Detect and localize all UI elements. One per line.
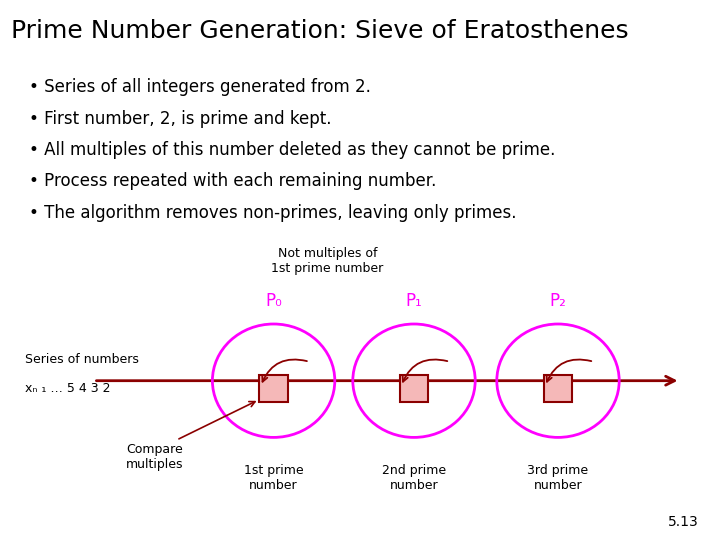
Text: P₁: P₁ bbox=[405, 293, 423, 310]
Text: • Series of all integers generated from 2.: • Series of all integers generated from … bbox=[29, 78, 371, 96]
Text: 2nd prime
number: 2nd prime number bbox=[382, 464, 446, 492]
Text: • All multiples of this number deleted as they cannot be prime.: • All multiples of this number deleted a… bbox=[29, 141, 555, 159]
Text: Prime Number Generation: Sieve of Eratosthenes: Prime Number Generation: Sieve of Eratos… bbox=[11, 19, 629, 43]
Text: Series of numbers: Series of numbers bbox=[25, 353, 139, 366]
Text: P₀: P₀ bbox=[265, 293, 282, 310]
Text: xₙ ₁ … 5 4 3 2: xₙ ₁ … 5 4 3 2 bbox=[25, 382, 111, 395]
Text: 1st prime
number: 1st prime number bbox=[244, 464, 303, 492]
Text: Compare
multiples: Compare multiples bbox=[126, 443, 184, 471]
Text: • First number, 2, is prime and kept.: • First number, 2, is prime and kept. bbox=[29, 110, 331, 127]
Text: • The algorithm removes non-primes, leaving only primes.: • The algorithm removes non-primes, leav… bbox=[29, 204, 516, 221]
Text: 5.13: 5.13 bbox=[667, 515, 698, 529]
Text: Not multiples of
1st prime number: Not multiples of 1st prime number bbox=[271, 247, 384, 275]
Text: P₂: P₂ bbox=[549, 293, 567, 310]
Text: 3rd prime
number: 3rd prime number bbox=[528, 464, 588, 492]
FancyBboxPatch shape bbox=[259, 375, 288, 402]
FancyBboxPatch shape bbox=[400, 375, 428, 402]
FancyBboxPatch shape bbox=[544, 375, 572, 402]
Text: • Process repeated with each remaining number.: • Process repeated with each remaining n… bbox=[29, 172, 436, 190]
